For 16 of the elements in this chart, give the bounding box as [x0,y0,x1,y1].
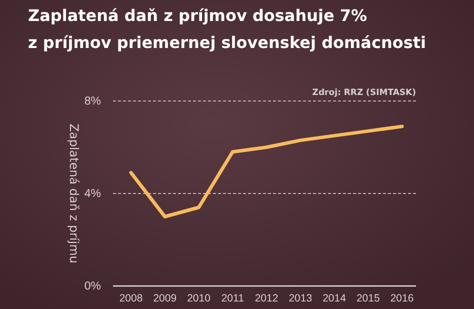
chart-title: Zaplatená daň z príjmov dosahuje 7% z príjmov priemernej slovenskej domácnosti [28,6,426,52]
y-tick-label: 4% [84,188,101,200]
x-tick-label: 2012 [254,292,278,304]
x-tick-label: 2010 [187,292,211,304]
y-tick-label: 8% [84,96,101,108]
x-tick-label: 2009 [153,292,177,304]
x-tick-label: 2008 [119,292,143,304]
y-tick-label: 0% [84,280,101,293]
y-axis-title: Zaplatená daň z príjmu [67,124,81,264]
x-tick-label: 2015 [356,292,380,304]
text: Zdroj: RRZ (SIMTASK) [312,88,416,98]
line-series [129,124,404,218]
x-tick-label: 2011 [221,292,244,304]
x-tick-label: 2014 [322,292,346,304]
x-tick-label: 2016 [390,292,414,304]
x-tick-label: 2013 [288,292,312,304]
